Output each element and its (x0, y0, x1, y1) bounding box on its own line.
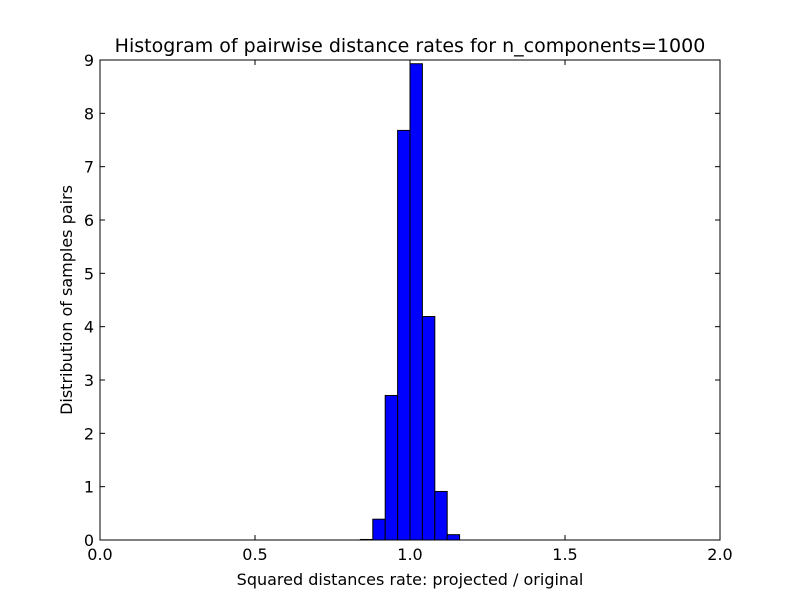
y-tick-label-1: 1 (84, 478, 94, 497)
y-tick-label-8: 8 (84, 104, 94, 123)
histogram-bar-2 (384, 394, 399, 541)
y-tick-label-2: 2 (84, 424, 94, 443)
ticks-layer: 0.0 0.5 1.0 1.5 2.0 0 1 2 3 4 5 6 7 8 9 (84, 51, 733, 564)
histogram-bar-4 (409, 63, 423, 541)
x-tick-label-0: 0.0 (87, 545, 112, 564)
x-axis-label: Squared distances rate: projected / orig… (237, 570, 584, 589)
chart-title: Histogram of pairwise distance rates for… (115, 35, 706, 57)
y-tick-label-3: 3 (84, 371, 94, 390)
plot-frame (99, 59, 721, 541)
x-tick-label-3: 1.5 (552, 545, 577, 564)
y-tick-label-6: 6 (84, 211, 94, 230)
histogram-bar-1 (372, 518, 386, 541)
y-tick-label-9: 9 (84, 51, 94, 70)
x-tick-label-1: 0.5 (242, 545, 267, 564)
y-axis-label: Distribution of samples pairs (57, 185, 76, 415)
x-tick-label-4: 2.0 (707, 545, 732, 564)
y-tick-label-5: 5 (84, 264, 94, 283)
y-tick-label-7: 7 (84, 158, 94, 177)
histogram-bar-6 (434, 490, 448, 541)
y-tick-label-4: 4 (84, 318, 94, 337)
histogram-bar-7 (446, 534, 461, 541)
histogram-bar-5 (421, 316, 436, 541)
histogram-bar-3 (397, 129, 411, 541)
bars-layer (359, 63, 461, 541)
x-tick-label-2: 1.0 (397, 545, 422, 564)
y-tick-label-0: 0 (84, 531, 94, 550)
